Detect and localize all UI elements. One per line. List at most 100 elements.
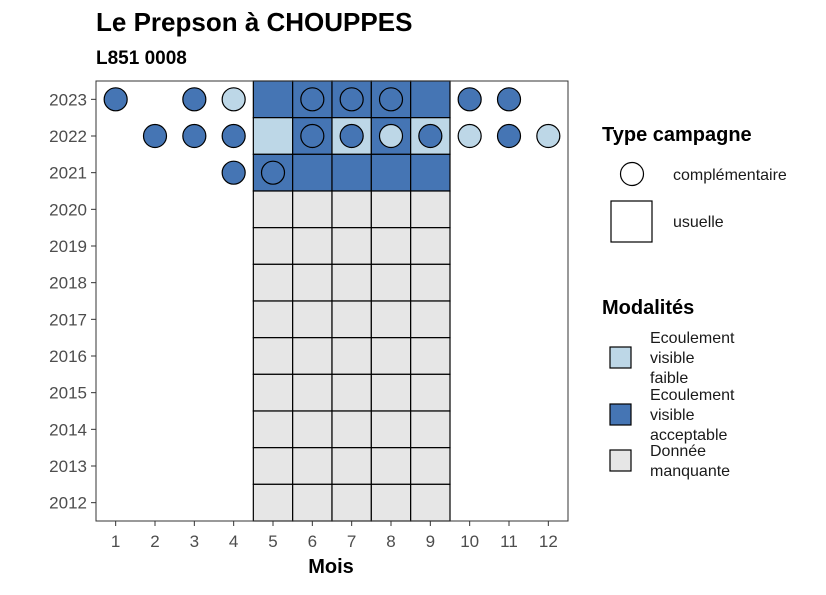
- y-tick-label-2017: 2017: [49, 310, 87, 329]
- cell-2016-8: [370, 337, 412, 375]
- point-2023-7: [339, 87, 364, 112]
- x-tick-label-1: 1: [111, 532, 120, 551]
- cell-2023-9: [410, 80, 451, 119]
- cell-2015-6: [292, 373, 333, 412]
- cell-2012-7: [331, 483, 372, 522]
- cell-2022-5: [252, 117, 294, 155]
- x-tick-label-3: 3: [190, 532, 199, 551]
- chart-title: Le Prepson à CHOUPPES: [96, 7, 412, 37]
- cell-2021-7: [331, 153, 372, 192]
- cell-2020-6: [292, 190, 333, 229]
- cell-2017-6: [292, 300, 333, 339]
- legend-faible-label: Ecoulement visible faible: [650, 330, 739, 387]
- cell-2019-7: [331, 227, 372, 265]
- legend-usuelle-label: usuelle: [673, 214, 724, 231]
- cell-2021-8: [370, 153, 412, 192]
- y-tick-label-2012: 2012: [49, 494, 87, 513]
- cell-2015-9: [410, 373, 451, 412]
- point-2023-3: [182, 87, 207, 112]
- x-tick-label-6: 6: [308, 532, 317, 551]
- cell-2020-5: [252, 190, 294, 229]
- cell-2018-8: [370, 263, 412, 302]
- point-2023-6: [300, 87, 325, 112]
- cell-2014-5: [252, 410, 294, 449]
- cell-2014-6: [292, 410, 333, 449]
- point-2021-4: [221, 160, 246, 185]
- cell-2019-8: [370, 227, 412, 265]
- point-2023-10: [457, 87, 482, 112]
- cell-2019-6: [292, 227, 333, 265]
- cell-2016-5: [252, 337, 294, 375]
- x-tick-label-8: 8: [386, 532, 395, 551]
- legend-manquante-key: [609, 449, 632, 472]
- y-tick-label-2023: 2023: [49, 90, 87, 109]
- cell-2018-6: [292, 263, 333, 302]
- legend-faible-key: [609, 346, 632, 369]
- legend-circle-key: [619, 161, 645, 187]
- cell-2012-6: [292, 483, 333, 522]
- x-tick-label-2: 2: [150, 532, 159, 551]
- point-2022-3: [182, 123, 207, 149]
- x-tick-label-11: 11: [500, 532, 518, 551]
- x-axis: 1 2 3 4 5 6 7 8 9 10 11 12: [111, 521, 558, 551]
- point-2022-4: [221, 123, 246, 149]
- point-2021-5: [260, 160, 286, 185]
- legend-modalites-title: Modalités: [602, 297, 694, 319]
- cell-2013-5: [252, 447, 294, 485]
- y-tick-label-2022: 2022: [49, 127, 87, 146]
- cell-2016-9: [410, 337, 451, 375]
- usuelle-cells: [252, 80, 451, 522]
- y-axis: 2012 2013 2014 2015 2016 2017 2018 2019 2020 2021…: [49, 90, 96, 513]
- x-tick-label-5: 5: [268, 532, 277, 551]
- cell-2017-7: [331, 300, 372, 339]
- cell-2020-9: [410, 190, 451, 229]
- cell-2013-9: [410, 447, 451, 485]
- cell-2022-7: [331, 117, 372, 155]
- point-2022-9: [418, 123, 443, 149]
- x-tick-label-7: 7: [347, 532, 356, 551]
- legend-complementaire-label: complémentaire: [673, 167, 787, 184]
- cell-2014-7: [331, 410, 372, 449]
- cell-2014-9: [410, 410, 451, 449]
- cell-2017-5: [252, 300, 294, 339]
- point-2022-6: [300, 123, 325, 149]
- cell-2023-5: [252, 80, 294, 119]
- y-tick-label-2014: 2014: [49, 420, 87, 439]
- y-tick-label-2021: 2021: [49, 164, 87, 183]
- point-2022-8: [378, 123, 404, 149]
- cell-2019-5: [252, 227, 294, 265]
- cell-2015-8: [370, 373, 412, 412]
- y-tick-label-2019: 2019: [49, 237, 87, 256]
- cell-2012-5: [252, 483, 294, 522]
- legend-acceptable-label: Ecoulement visible acceptable: [650, 387, 739, 444]
- cell-2020-8: [370, 190, 412, 229]
- chart-subtitle: L851 0008: [96, 48, 187, 69]
- cell-2018-9: [410, 263, 451, 302]
- legend-type-title: Type campagne: [602, 124, 752, 146]
- point-2023-1: [103, 87, 128, 112]
- cell-2014-8: [370, 410, 412, 449]
- complementaire-points: [103, 87, 561, 185]
- point-2023-4: [221, 87, 246, 112]
- point-2023-8: [378, 87, 404, 112]
- y-tick-label-2018: 2018: [49, 274, 87, 293]
- point-2022-2: [142, 123, 168, 149]
- legend-square-key: [610, 200, 653, 243]
- point-2023-11: [496, 87, 522, 112]
- point-2022-11: [496, 123, 522, 149]
- cell-2018-7: [331, 263, 372, 302]
- cell-2012-8: [370, 483, 412, 522]
- y-tick-label-2016: 2016: [49, 347, 87, 366]
- y-tick-label-2020: 2020: [49, 200, 87, 219]
- point-2022-10: [457, 123, 482, 149]
- x-axis-title: Mois: [308, 556, 354, 578]
- cell-2017-8: [370, 300, 412, 339]
- legend-manquante-label: Donnée manquante: [650, 443, 730, 480]
- point-2022-7: [339, 123, 364, 149]
- x-tick-label-12: 12: [539, 532, 558, 551]
- cell-2018-5: [252, 263, 294, 302]
- legend-type-campagne: Type campagne complémentaire usuelle: [602, 124, 787, 243]
- y-tick-label-2015: 2015: [49, 384, 87, 403]
- cell-2012-9: [410, 483, 451, 522]
